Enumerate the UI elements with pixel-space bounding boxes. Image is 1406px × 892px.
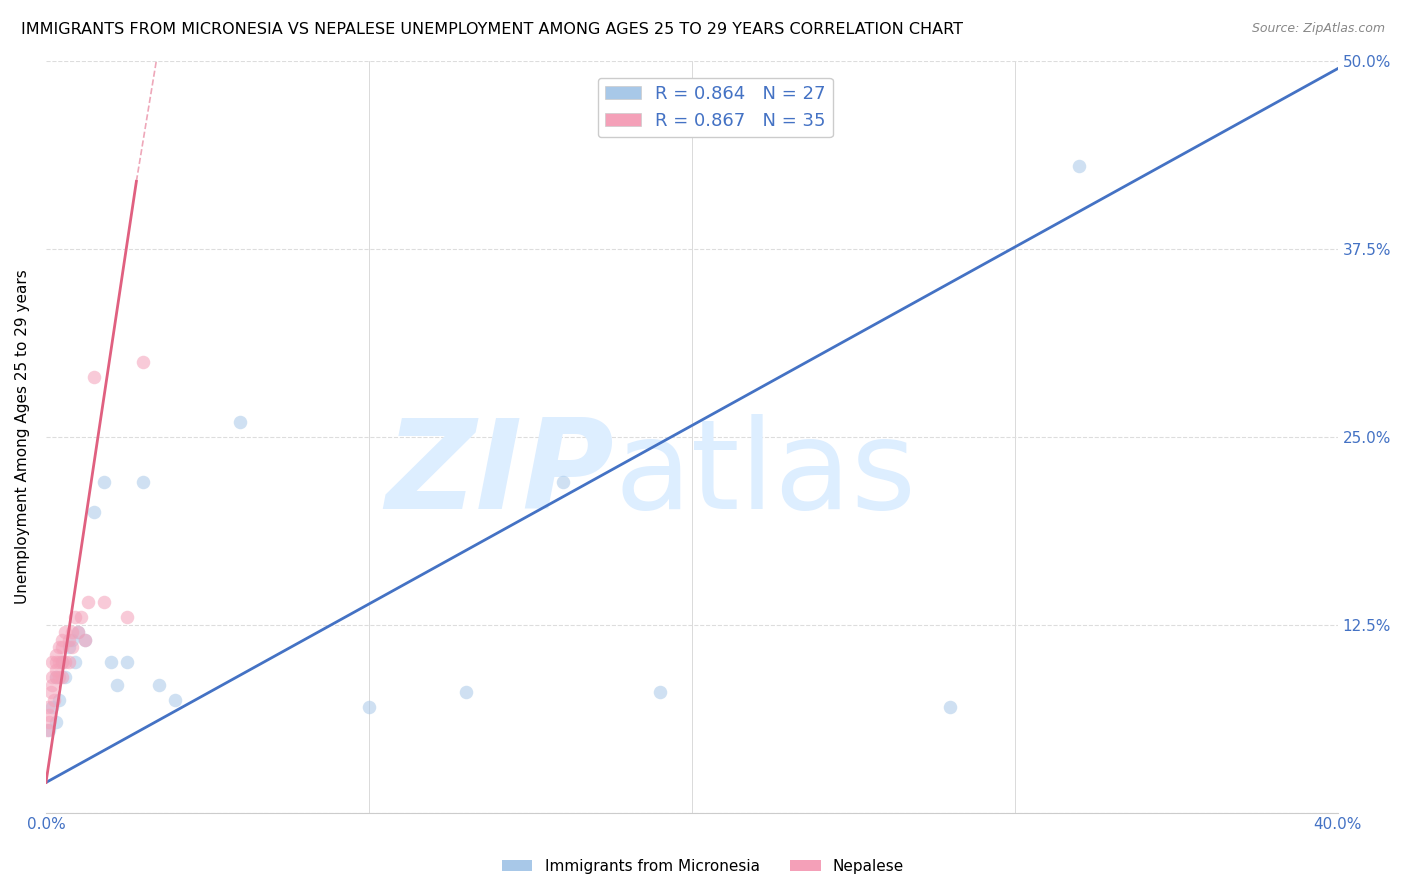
Point: [73, 632, 96, 647]
Point: [63, 610, 86, 624]
Point: [48, 693, 70, 707]
Point: [53, 670, 76, 684]
Point: [1069, 159, 1091, 173]
Text: IMMIGRANTS FROM MICRONESIA VS NEPALESE UNEMPLOYMENT AMONG AGES 25 TO 29 YEARS CO: IMMIGRANTS FROM MICRONESIA VS NEPALESE U…: [21, 22, 963, 37]
Point: [37, 700, 59, 714]
Point: [45, 648, 67, 662]
Point: [45, 670, 67, 684]
Point: [648, 685, 671, 699]
Point: [357, 700, 380, 714]
Point: [83, 369, 105, 384]
Point: [132, 475, 155, 489]
Point: [67, 625, 90, 640]
Point: [132, 354, 155, 368]
Point: [454, 685, 477, 699]
Point: [77, 595, 100, 609]
Point: [45, 670, 67, 684]
Point: [165, 693, 187, 707]
Point: [45, 715, 67, 730]
Point: [41, 678, 63, 692]
Point: [48, 655, 70, 669]
Point: [228, 415, 250, 429]
Point: [41, 700, 63, 714]
Point: [53, 625, 76, 640]
Y-axis label: Unemployment Among Ages 25 to 29 years: Unemployment Among Ages 25 to 29 years: [15, 269, 30, 604]
Point: [551, 475, 574, 489]
Point: [60, 625, 83, 640]
Point: [73, 632, 96, 647]
Point: [51, 632, 73, 647]
Point: [60, 632, 83, 647]
Point: [100, 655, 122, 669]
Point: [83, 505, 105, 519]
Text: atlas: atlas: [614, 414, 917, 535]
Point: [45, 663, 67, 677]
Point: [60, 640, 83, 655]
Point: [48, 670, 70, 684]
Text: ZIP: ZIP: [385, 414, 614, 535]
Point: [115, 610, 138, 624]
Point: [35, 723, 58, 737]
Point: [53, 655, 76, 669]
Point: [70, 610, 93, 624]
Point: [115, 655, 138, 669]
Point: [939, 700, 962, 714]
Point: [38, 715, 60, 730]
Legend: R = 0.864   N = 27, R = 0.867   N = 35: R = 0.864 N = 27, R = 0.867 N = 35: [598, 78, 832, 137]
Point: [93, 595, 115, 609]
Point: [39, 685, 62, 699]
Point: [51, 670, 73, 684]
Point: [58, 640, 80, 655]
Point: [51, 655, 73, 669]
Point: [63, 655, 86, 669]
Point: [38, 723, 60, 737]
Point: [58, 632, 80, 647]
Point: [41, 655, 63, 669]
Point: [42, 693, 65, 707]
Point: [148, 678, 170, 692]
Text: Source: ZipAtlas.com: Source: ZipAtlas.com: [1251, 22, 1385, 36]
Point: [41, 670, 63, 684]
Point: [48, 640, 70, 655]
Point: [105, 678, 128, 692]
Point: [51, 655, 73, 669]
Point: [38, 707, 60, 722]
Point: [67, 625, 90, 640]
Point: [45, 655, 67, 669]
Point: [58, 655, 80, 669]
Point: [51, 640, 73, 655]
Legend: Immigrants from Micronesia, Nepalese: Immigrants from Micronesia, Nepalese: [496, 853, 910, 880]
Point: [93, 475, 115, 489]
